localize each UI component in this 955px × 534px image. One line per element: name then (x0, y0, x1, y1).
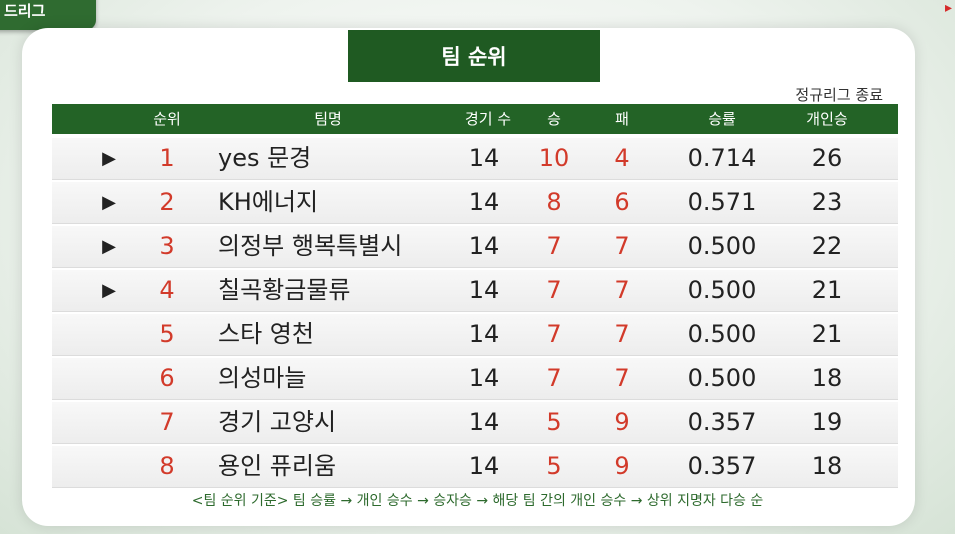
table-header: 순위 팀명 경기 수 승 패 승률 개인승 (52, 104, 898, 134)
individual-wins: 19 (811, 408, 843, 436)
header-individual-wins: 개인승 (806, 110, 848, 128)
header-team: 팀명 (314, 110, 342, 128)
team-name: 경기 고양시 (218, 408, 337, 436)
losses: 7 (614, 364, 630, 392)
win-pct: 0.357 (687, 408, 757, 436)
games: 14 (468, 364, 500, 392)
win-pct: 0.500 (687, 232, 757, 260)
losses: 4 (614, 144, 630, 172)
header-wins: 승 (547, 110, 561, 128)
wins: 5 (546, 452, 562, 480)
wins: 10 (538, 144, 570, 172)
games: 14 (468, 408, 500, 436)
rank: 8 (159, 452, 175, 480)
games: 14 (468, 452, 500, 480)
season-status: 정규리그 종료 (795, 86, 883, 104)
win-pct: 0.571 (687, 188, 757, 216)
team-name: yes 문경 (218, 144, 312, 172)
table-row: ▶ 2 KH에너지 14 8 6 0.571 23 (52, 182, 898, 224)
games: 14 (468, 320, 500, 348)
header-losses: 패 (615, 110, 629, 128)
wins: 7 (546, 232, 562, 260)
rank: 7 (159, 408, 175, 436)
win-pct: 0.714 (687, 144, 757, 172)
individual-wins: 23 (811, 188, 843, 216)
table-row: 7 경기 고양시 14 5 9 0.357 19 (52, 402, 898, 444)
wins: 7 (546, 320, 562, 348)
table-row: 5 스타 영천 14 7 7 0.500 21 (52, 314, 898, 356)
wins: 7 (546, 364, 562, 392)
rank: 1 (159, 144, 175, 172)
losses: 7 (614, 320, 630, 348)
table-row: ▶ 4 칠곡황금물류 14 7 7 0.500 21 (52, 270, 898, 312)
rank: 6 (159, 364, 175, 392)
individual-wins: 18 (811, 452, 843, 480)
team-name: 스타 영천 (218, 320, 314, 348)
table-row: ▶ 3 의정부 행복특별시 14 7 7 0.500 22 (52, 226, 898, 268)
wins: 8 (546, 188, 562, 216)
individual-wins: 21 (811, 320, 843, 348)
individual-wins: 22 (811, 232, 843, 260)
play-arrow-icon: ▶ (102, 280, 116, 301)
table-row: ▶ 1 yes 문경 14 10 4 0.714 26 (52, 138, 898, 180)
rank: 2 (159, 188, 175, 216)
losses: 7 (614, 232, 630, 260)
play-arrow-icon: ▶ (102, 236, 116, 257)
win-pct: 0.500 (687, 320, 757, 348)
league-corner-tab: 드리그 (0, 0, 96, 30)
wins: 5 (546, 408, 562, 436)
team-name: KH에너지 (218, 188, 319, 216)
header-games: 경기 수 (464, 110, 512, 128)
team-name: 의정부 행복특별시 (218, 232, 403, 260)
wins: 7 (546, 276, 562, 304)
play-arrow-icon: ▶ (102, 148, 116, 169)
games: 14 (468, 144, 500, 172)
ranking-criteria-note: <팀 순위 기준> 팀 승률 → 개인 승수 → 승자승 → 해당 팀 간의 개… (191, 493, 764, 509)
win-pct: 0.500 (687, 364, 757, 392)
rank: 4 (159, 276, 175, 304)
table-row: 8 용인 퓨리움 14 5 9 0.357 18 (52, 446, 898, 488)
team-name: 용인 퓨리움 (218, 452, 337, 480)
header-rank: 순위 (153, 110, 181, 128)
win-pct: 0.357 (687, 452, 757, 480)
win-pct: 0.500 (687, 276, 757, 304)
play-arrow-icon: ▶ (102, 192, 116, 213)
games: 14 (468, 232, 500, 260)
losses: 9 (614, 452, 630, 480)
losses: 6 (614, 188, 630, 216)
team-name: 의성마늘 (218, 364, 307, 392)
header-win-pct: 승률 (708, 110, 736, 128)
games: 14 (468, 188, 500, 216)
team-name: 칠곡황금물류 (218, 276, 351, 304)
rank: 3 (159, 232, 175, 260)
games: 14 (468, 276, 500, 304)
corner-red-mark-icon: ▸ (945, 0, 953, 16)
individual-wins: 18 (811, 364, 843, 392)
losses: 7 (614, 276, 630, 304)
table-row: 6 의성마늘 14 7 7 0.500 18 (52, 358, 898, 400)
rank: 5 (159, 320, 175, 348)
individual-wins: 21 (811, 276, 843, 304)
standings-table: ▶ 1 yes 문경 14 10 4 0.714 26 ▶ 2 KH에너지 14… (52, 138, 898, 490)
page-title: 팀 순위 (348, 30, 600, 82)
losses: 9 (614, 408, 630, 436)
corner-label: 드리그 (4, 2, 46, 20)
individual-wins: 26 (811, 144, 843, 172)
